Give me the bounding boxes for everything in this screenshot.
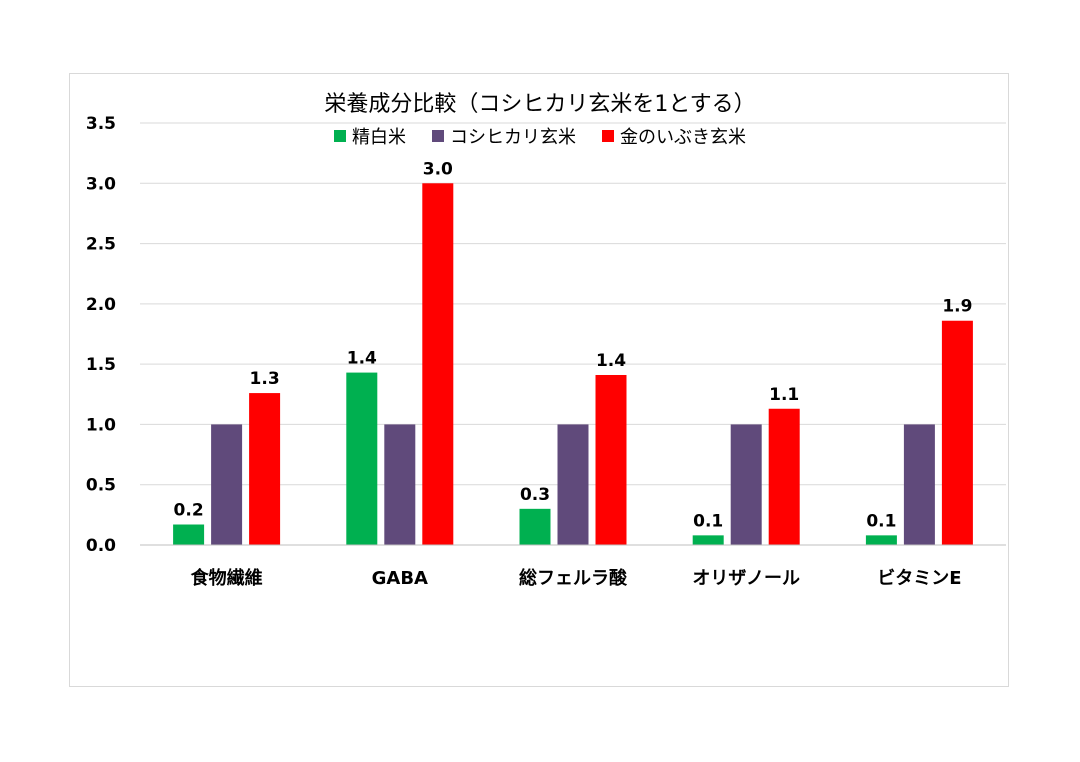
y-tick-label: 1.0 (86, 415, 116, 435)
category-label: 食物繊維 (190, 567, 263, 589)
legend-swatch-kinnoibuki (602, 130, 614, 142)
category-label: ビタミンE (877, 568, 961, 589)
bar (249, 393, 281, 545)
legend-label-koshihikari: コシヒカリ玄米 (450, 127, 576, 148)
bar (173, 524, 205, 545)
bar (903, 424, 935, 545)
data-label: 0.2 (174, 501, 204, 521)
bar (211, 424, 243, 545)
bar (595, 374, 627, 545)
bar (557, 424, 589, 545)
data-label: 1.9 (942, 297, 972, 317)
data-label: 1.1 (769, 385, 799, 405)
data-label: 3.0 (423, 159, 453, 179)
legend-label-kinnoibuki: 金のいぶき玄米 (620, 127, 746, 148)
bar (692, 535, 724, 545)
bar (384, 424, 416, 545)
y-tick-label: 3.0 (86, 174, 116, 194)
data-label: 1.4 (596, 351, 626, 371)
data-label: 0.1 (866, 511, 896, 531)
category-label: GABA (372, 568, 428, 589)
y-tick-label: 2.0 (86, 295, 116, 315)
category-label: オリザノール (692, 568, 800, 589)
data-label: 0.3 (520, 485, 550, 505)
legend-label-polished-rice: 精白米 (352, 127, 406, 148)
data-label: 1.4 (347, 349, 377, 369)
bar (422, 183, 454, 546)
bar (346, 372, 378, 545)
bar (941, 320, 973, 545)
legend-item-kinnoibuki: 金のいぶき玄米 (602, 123, 746, 149)
y-tick-label: 0.0 (86, 536, 116, 556)
legend-swatch-koshihikari (432, 130, 444, 142)
y-tick-label: 3.5 (86, 114, 116, 134)
legend-item-koshihikari: コシヒカリ玄米 (432, 123, 576, 149)
bar (768, 408, 800, 545)
data-label: 1.3 (250, 369, 280, 389)
data-label: 0.1 (693, 511, 723, 531)
y-tick-label: 2.5 (86, 235, 116, 255)
legend-item-polished-rice: 精白米 (334, 123, 406, 149)
y-tick-label: 0.5 (86, 476, 116, 496)
bar (519, 508, 551, 545)
bar (865, 535, 897, 545)
legend-swatch-polished-rice (334, 130, 346, 142)
y-tick-label: 1.5 (86, 355, 116, 375)
chart-frame (69, 73, 1009, 687)
category-label: 総フェルラ酸 (519, 567, 628, 589)
chart-legend: 精白米 コシヒカリ玄米 金のいぶき玄米 (0, 123, 1080, 149)
bar (730, 424, 762, 545)
chart-title: 栄養成分比較（コシヒカリ玄米を1とする） (324, 92, 756, 117)
